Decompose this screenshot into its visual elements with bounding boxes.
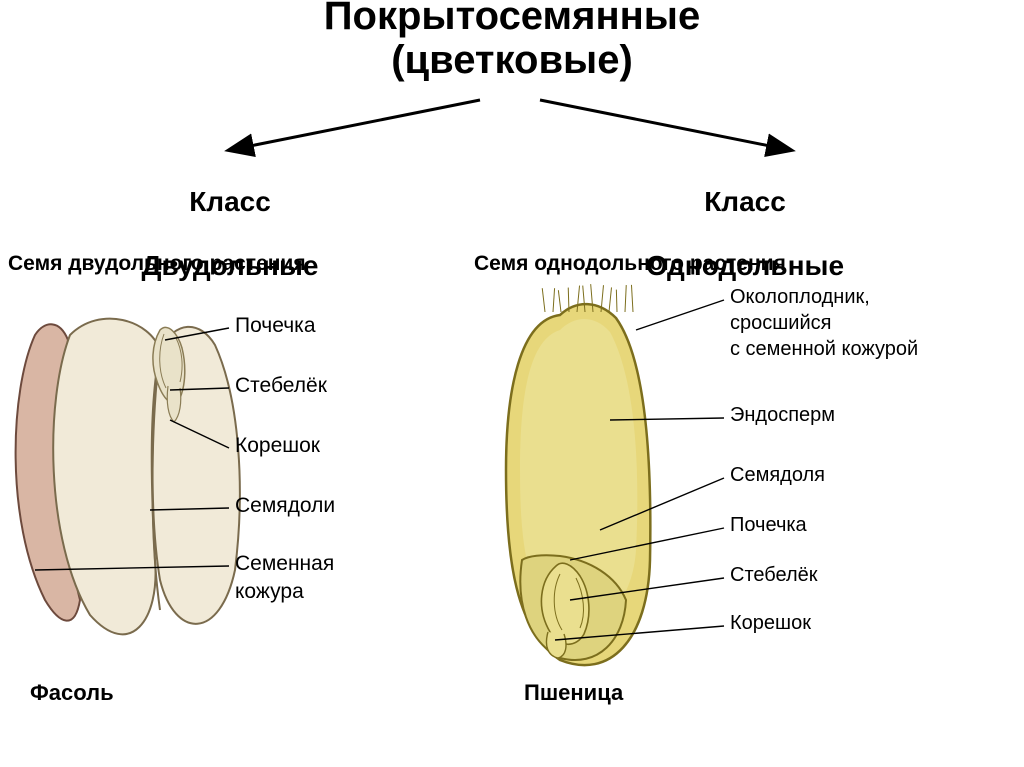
monocot-label: Почечка <box>730 514 807 537</box>
dicot-label: Семядоли <box>235 494 335 518</box>
dicot-label: Стебелёк <box>235 374 327 398</box>
dicot-label: Семенная <box>235 552 334 576</box>
monocot-label: сросшийся <box>730 312 831 335</box>
monocot-label: с семенной кожурой <box>730 338 918 361</box>
monocot-label: Эндосперм <box>730 404 835 427</box>
dicot-label: кожура <box>235 580 304 604</box>
monocot-label: Корешок <box>730 612 811 635</box>
diagram-svg <box>0 0 1024 767</box>
monocot-label: Семядоля <box>730 464 825 487</box>
dicot-label: Почечка <box>235 314 316 338</box>
dicot-label: Корешок <box>235 434 320 458</box>
monocot-label: Стебелёк <box>730 564 818 587</box>
monocot-label: Околоплодник, <box>730 286 870 309</box>
